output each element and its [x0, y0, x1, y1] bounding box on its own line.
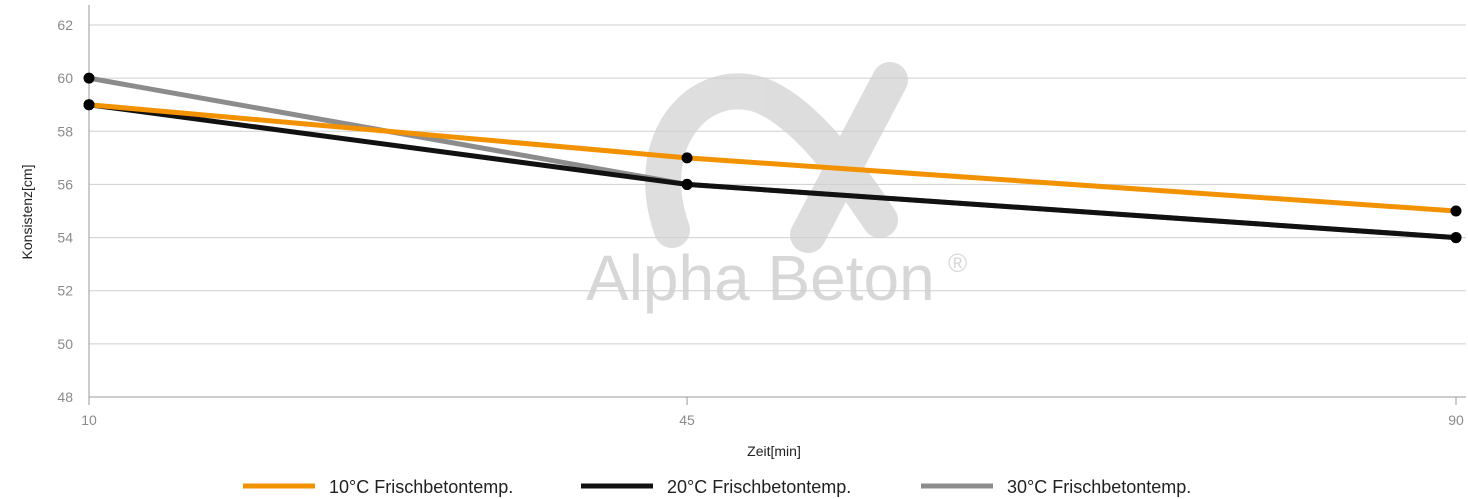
- axes: [88, 5, 1466, 405]
- watermark-text: Alpha Beton: [586, 242, 935, 314]
- data-point: [83, 99, 95, 111]
- legend-label: 30°C Frischbetontemp.: [1007, 477, 1191, 497]
- legend-label: 20°C Frischbetontemp.: [667, 477, 851, 497]
- x-tick-label: 10: [81, 412, 97, 428]
- watermark: Alpha Beton ®: [586, 62, 967, 314]
- y-tick-label: 56: [57, 176, 73, 192]
- x-tick-label: 90: [1448, 412, 1464, 428]
- legend-label: 10°C Frischbetontemp.: [329, 477, 513, 497]
- y-tick-label: 62: [57, 17, 73, 33]
- grid: [89, 24, 1466, 345]
- data-point: [1450, 232, 1462, 244]
- legend: 10°C Frischbetontemp. 20°C Frischbetontem…: [243, 477, 1191, 497]
- data-point: [681, 178, 693, 190]
- alpha-logo-icon: [645, 62, 908, 253]
- x-axis-title: Zeit[min]: [747, 443, 801, 459]
- y-tick-label: 58: [57, 123, 73, 139]
- y-tick-label: 48: [57, 389, 73, 405]
- watermark-registered-mark: ®: [948, 248, 967, 278]
- y-tick-label: 50: [57, 336, 73, 352]
- x-tick-label: 45: [679, 412, 695, 428]
- tick-labels: 48 50 52 54 56 58 60 62 10 45 90: [57, 17, 1464, 428]
- y-axis-title: Konsistenz[cm]: [19, 165, 35, 260]
- data-markers: [83, 72, 1462, 244]
- y-tick-label: 54: [57, 230, 73, 246]
- data-point: [1450, 205, 1462, 217]
- data-point: [83, 72, 95, 84]
- y-tick-label: 60: [57, 70, 73, 86]
- y-tick-label: 52: [57, 283, 73, 299]
- data-point: [681, 152, 693, 164]
